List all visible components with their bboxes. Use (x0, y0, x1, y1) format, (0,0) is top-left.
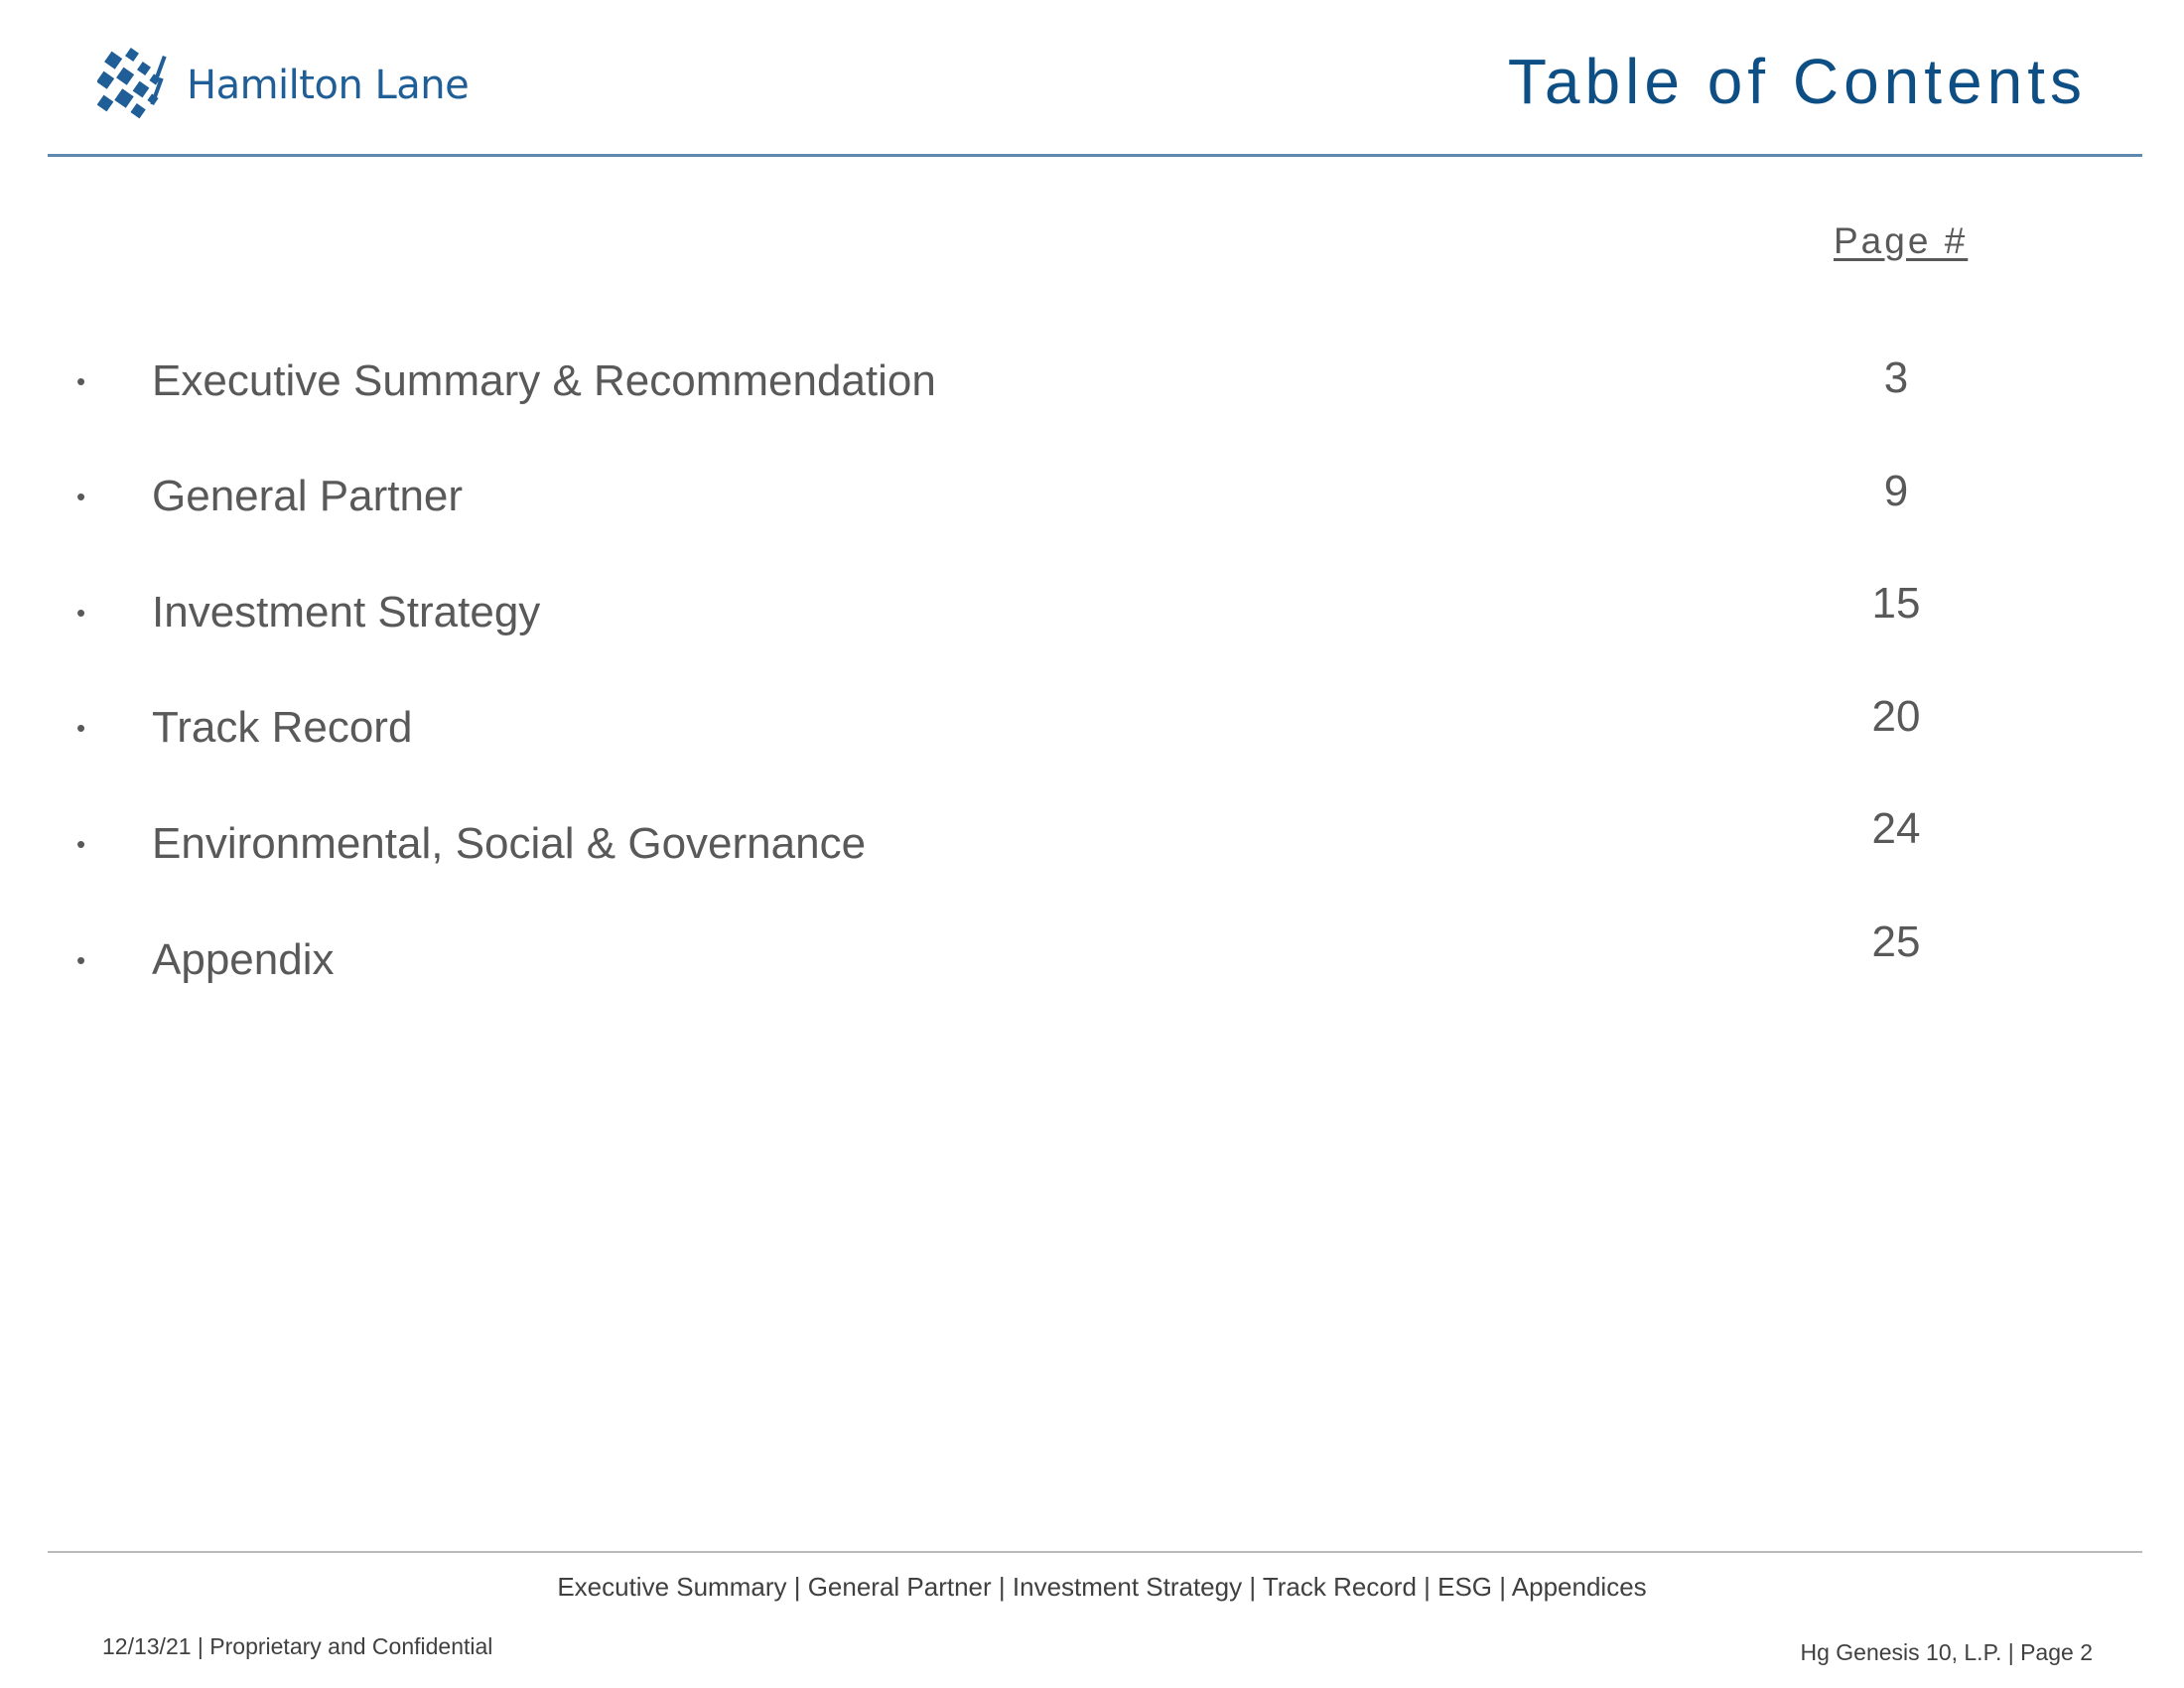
hamilton-lane-logo-icon (97, 48, 167, 119)
bullet-icon: • (76, 482, 86, 511)
bullet-icon: • (76, 945, 86, 975)
toc-page-number: 20 (1871, 692, 1921, 741)
toc-item[interactable]: • Executive Summary & Recommendation (0, 352, 2184, 411)
toc-item[interactable]: • General Partner (0, 467, 2184, 526)
toc-page-number: 3 (1883, 353, 1909, 402)
toc-item-label[interactable]: Executive Summary & Recommendation (152, 356, 936, 405)
toc-page-number: 24 (1871, 804, 1921, 853)
company-logo: Hamilton Lane (97, 48, 470, 123)
toc-item[interactable]: • Environmental, Social & Governance (0, 814, 2184, 874)
footer-date-confidentiality: 12/13/21 | Proprietary and Confidential (102, 1633, 493, 1659)
bullet-icon: • (76, 598, 86, 628)
footer-page-number: Hg Genesis 10, L.P. | Page 2 (1800, 1639, 2093, 1665)
bullet-icon: • (76, 713, 86, 743)
toc-item-label[interactable]: Environmental, Social & Governance (152, 819, 867, 868)
page-number-column-header: Page # (1834, 220, 1969, 261)
toc-item[interactable]: • Appendix (0, 930, 2184, 990)
toc-item[interactable]: • Track Record (0, 698, 2184, 758)
toc-item-label[interactable]: General Partner (152, 472, 464, 520)
toc-page-number: 25 (1871, 917, 1921, 966)
footer-section-navigation: Executive Summary | General Partner | In… (557, 1572, 1647, 1602)
footer-divider (48, 1551, 2142, 1553)
bullet-icon: • (76, 829, 86, 859)
toc-item-label[interactable]: Investment Strategy (152, 588, 541, 636)
toc-item-label[interactable]: Track Record (152, 703, 413, 752)
page-title: Table of Contents (1507, 46, 2087, 117)
toc-page-number: 9 (1883, 467, 1909, 515)
header-divider (48, 154, 2142, 157)
toc-item[interactable]: • Investment Strategy (0, 583, 2184, 642)
toc-item-label[interactable]: Appendix (152, 935, 335, 984)
toc-page-number: 15 (1871, 579, 1921, 628)
bullet-icon: • (76, 366, 86, 396)
logo-wordmark: Hamilton Lane (187, 63, 470, 108)
